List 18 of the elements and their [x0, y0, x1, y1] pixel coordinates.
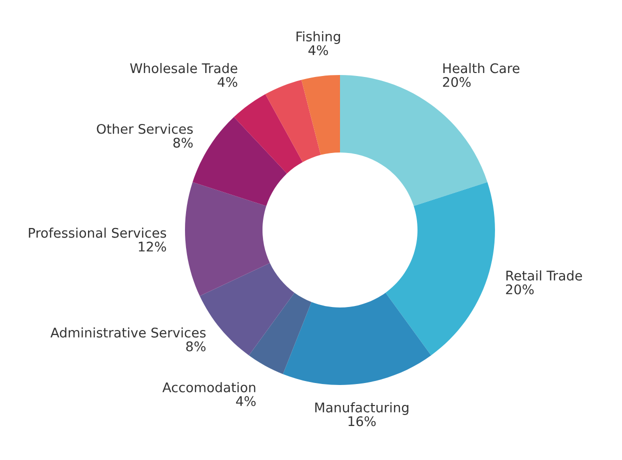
- slice-label: Other Services: [96, 124, 193, 134]
- slice-label: Professional Services: [28, 228, 166, 238]
- slice-label: Administrative Services: [50, 327, 206, 338]
- data-label: 20%: [506, 284, 534, 294]
- data-label: 4%: [218, 77, 238, 87]
- data-label: 20%: [443, 77, 471, 87]
- slice-label: Retail Trade: [506, 270, 582, 281]
- data-label: 16%: [348, 416, 376, 426]
- slice-label: Health Care: [443, 63, 520, 74]
- data-label: 8%: [173, 138, 193, 148]
- data-label: 4%: [308, 45, 328, 56]
- slice-label: Wholesale Trade: [130, 63, 238, 74]
- data-label: 12%: [138, 242, 166, 252]
- data-label: 4%: [236, 396, 256, 406]
- data-label: 8%: [186, 341, 206, 352]
- slice-label: Accomodation: [162, 382, 256, 392]
- slice-label: Fishing: [296, 31, 340, 44]
- slice-label: Manufacturing: [315, 402, 408, 415]
